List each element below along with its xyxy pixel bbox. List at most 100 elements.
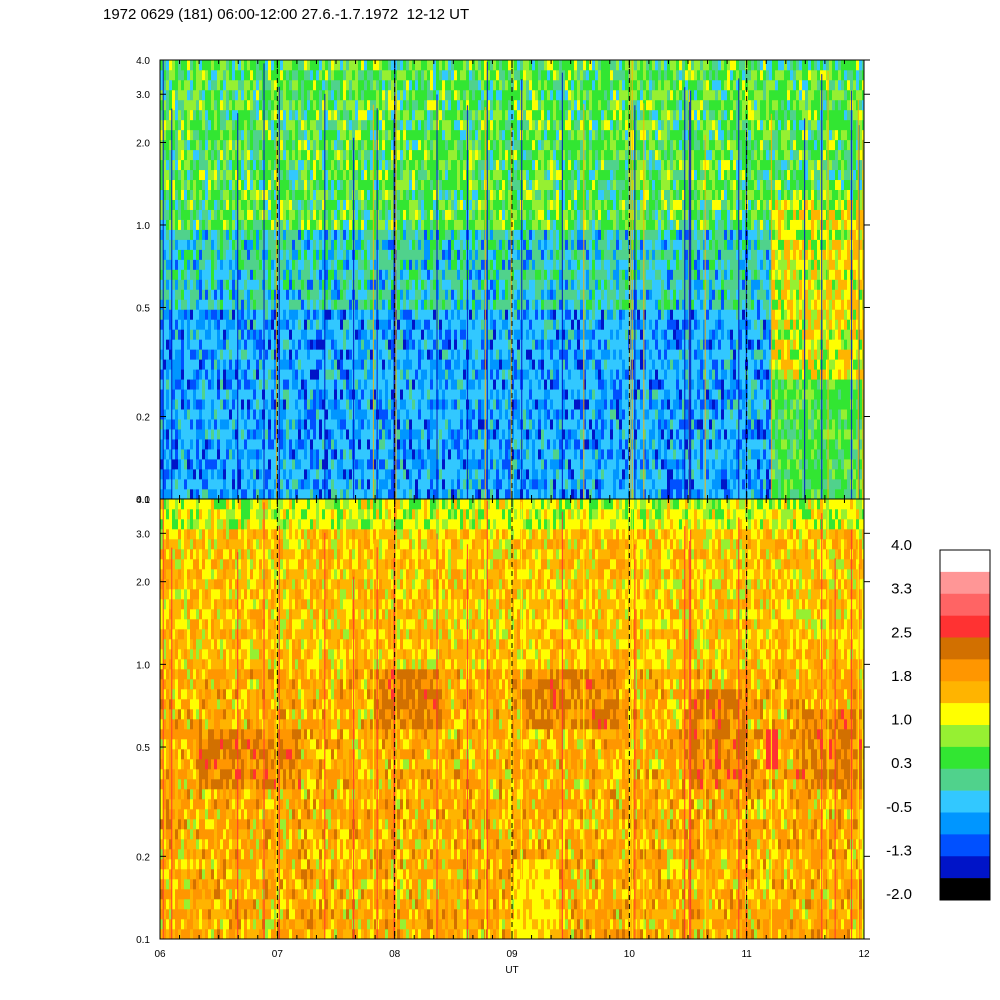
- heatmap-cell: [463, 399, 467, 410]
- heatmap-cell: [244, 199, 248, 210]
- heatmap-cell: [496, 199, 500, 210]
- heatmap-cell: [187, 299, 191, 310]
- heatmap-cell: [349, 279, 353, 290]
- heatmap-cell: [292, 319, 296, 330]
- heatmap-cell: [187, 119, 191, 131]
- heatmap-cell: [424, 199, 428, 210]
- heatmap-cell: [301, 219, 305, 230]
- heatmap-cell: [280, 479, 284, 490]
- heatmap-cell: [385, 89, 389, 101]
- heatmap-cell: [367, 60, 371, 71]
- heatmap-cell: [202, 139, 206, 151]
- heatmap-cell: [322, 129, 326, 141]
- heatmap-cell: [214, 369, 218, 380]
- heatmap-cell: [265, 329, 269, 340]
- heatmap-cell: [310, 219, 314, 230]
- heatmap-cell: [448, 289, 452, 300]
- heatmap-cell: [442, 209, 446, 220]
- heatmap-cell: [403, 269, 407, 280]
- heatmap-cell: [376, 79, 380, 91]
- heatmap-cell: [247, 199, 251, 210]
- heatmap-cell: [319, 129, 323, 141]
- heatmap-cell: [454, 69, 458, 81]
- heatmap-cell: [196, 419, 200, 430]
- heatmap-cell: [436, 339, 440, 350]
- heatmap-cell: [253, 379, 257, 390]
- heatmap-cell: [403, 149, 407, 161]
- heatmap-cell: [454, 359, 458, 370]
- heatmap-cell: [361, 209, 365, 220]
- heatmap-cell: [235, 149, 239, 161]
- heatmap-cell: [295, 449, 299, 460]
- heatmap-cell: [343, 329, 347, 340]
- heatmap-cell: [463, 169, 467, 181]
- heatmap-cell: [301, 329, 305, 340]
- heatmap-cell: [166, 219, 170, 230]
- heatmap-cell: [418, 299, 422, 310]
- heatmap-cell: [442, 349, 446, 360]
- heatmap-cell: [493, 369, 497, 380]
- heatmap-cell: [328, 119, 332, 131]
- heatmap-cell: [481, 229, 485, 240]
- heatmap-cell: [478, 479, 482, 490]
- heatmap-cell: [298, 349, 302, 360]
- heatmap-cell: [166, 279, 170, 290]
- heatmap-cell: [412, 189, 416, 200]
- heatmap-cell: [367, 189, 371, 200]
- heatmap-cell: [478, 99, 482, 111]
- heatmap-cell: [475, 419, 479, 430]
- heatmap-cell: [340, 309, 344, 320]
- heatmap-cell: [190, 339, 194, 350]
- heatmap-cell: [322, 189, 326, 200]
- heatmap-cell: [259, 289, 263, 300]
- heatmap-cell: [487, 299, 491, 310]
- heatmap-cell: [433, 469, 437, 480]
- heatmap-cell: [463, 329, 467, 340]
- heatmap-cell: [454, 299, 458, 310]
- heatmap-cell: [442, 249, 446, 260]
- heatmap-cell: [427, 279, 431, 290]
- heatmap-cell: [340, 60, 344, 71]
- heatmap-cell: [328, 69, 332, 81]
- heatmap-cell: [256, 309, 260, 320]
- heatmap-cell: [358, 149, 362, 161]
- heatmap-cell: [352, 79, 356, 91]
- heatmap-cell: [172, 79, 176, 91]
- heatmap-cell: [160, 139, 164, 151]
- heatmap-cell: [277, 129, 281, 141]
- heatmap-cell: [238, 329, 242, 340]
- heatmap-cell: [196, 449, 200, 460]
- heatmap-cell: [358, 429, 362, 440]
- heatmap-cell: [493, 489, 497, 499]
- heatmap-cell: [313, 369, 317, 380]
- heatmap-cell: [256, 269, 260, 280]
- heatmap-cell: [250, 60, 254, 71]
- heatmap-cell: [472, 239, 476, 250]
- heatmap-cell: [190, 329, 194, 340]
- heatmap-cell: [160, 189, 164, 200]
- heatmap-cell: [229, 379, 233, 390]
- heatmap-cell: [184, 169, 188, 181]
- heatmap-cell: [214, 119, 218, 131]
- heatmap-cell: [466, 60, 470, 71]
- heatmap-cell: [412, 129, 416, 141]
- heatmap-cell: [217, 459, 221, 470]
- heatmap-cell: [478, 139, 482, 151]
- heatmap-cell: [364, 439, 368, 450]
- heatmap-cell: [424, 169, 428, 181]
- heatmap-cell: [361, 409, 365, 420]
- heatmap-cell: [316, 269, 320, 280]
- heatmap-cell: [247, 219, 251, 230]
- heatmap-cell: [457, 69, 461, 81]
- heatmap-cell: [403, 439, 407, 450]
- heatmap-cell: [307, 99, 311, 111]
- heatmap-cell: [385, 299, 389, 310]
- heatmap-cell: [493, 79, 497, 91]
- heatmap-cell: [202, 479, 206, 490]
- heatmap-cell: [283, 179, 287, 191]
- heatmap-cell: [193, 389, 197, 400]
- heatmap-cell: [346, 79, 350, 91]
- heatmap-cell: [424, 119, 428, 131]
- heatmap-cell: [250, 359, 254, 370]
- heatmap-cell: [322, 489, 326, 499]
